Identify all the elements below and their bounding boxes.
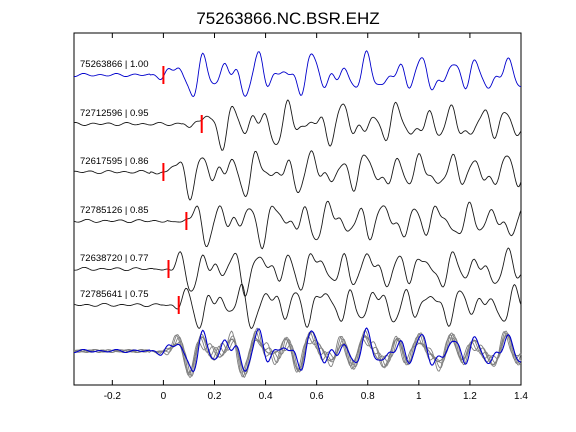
x-tick-label: 0 [161,391,167,402]
trace-label: 72785641 | 0.75 [80,289,149,300]
x-tick-label: 0.6 [310,391,324,402]
x-tick-label: 0.8 [361,391,375,402]
x-tick-label: -0.2 [104,391,122,402]
x-axis: -0.2 0 0.2 0.4 0.6 0.8 1 1.2 1.4 [104,33,528,402]
x-tick-label: 1.4 [514,391,528,402]
waveform-trace [74,247,522,298]
x-tick-label: 1.2 [463,391,477,402]
waveform-trace [74,50,521,98]
chart-title: 75263866.NC.BSR.EHZ [196,9,379,28]
x-tick-label: 0.4 [259,391,273,402]
waveform-trace [73,283,522,329]
waveform-trace [73,200,522,250]
axes-frame [73,32,522,386]
x-tick-label: 0.2 [208,391,222,402]
x-tick-label: 1 [416,391,422,402]
trace-label: 75263866 | 1.00 [80,59,149,70]
stack-reference-trace [73,327,521,373]
waveform-trace [73,99,522,151]
waveform-trace [73,150,522,201]
trace-label: 72617595 | 0.86 [80,156,149,167]
trace-label: 72712596 | 0.95 [80,108,149,119]
trace-label: 72638720 | 0.77 [80,253,149,264]
trace-label: 72785126 | 0.85 [80,205,149,216]
traces-group: 75263866 | 1.00 72712596 | 0.95 72617595 |… [73,50,522,379]
